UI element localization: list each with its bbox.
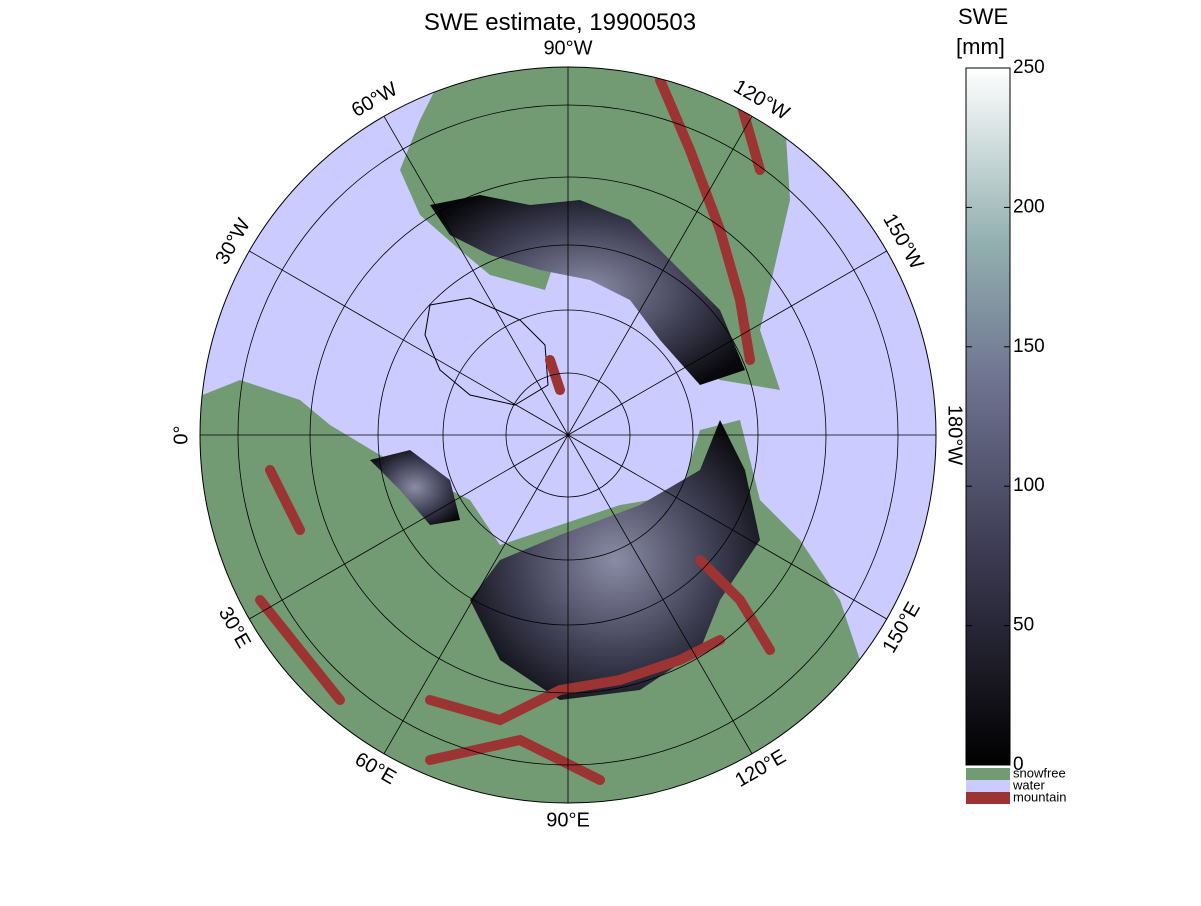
longitude-label: 90°W bbox=[543, 37, 592, 59]
meridians bbox=[200, 67, 936, 803]
colorbar-tick-label: 250 bbox=[1013, 57, 1045, 78]
legend-label: snowfree bbox=[1013, 765, 1066, 780]
map-frame bbox=[199, 66, 937, 804]
meridian bbox=[567, 116, 753, 436]
colorbar bbox=[965, 67, 1011, 766]
colorbar-tick-label: 0 bbox=[1013, 754, 1024, 775]
legend-label: mountain bbox=[1013, 789, 1066, 804]
longitude-label: 90°E bbox=[546, 809, 590, 831]
snow-scandinavia bbox=[370, 450, 460, 525]
longitude-label: 180°W bbox=[944, 405, 966, 465]
meridian bbox=[249, 250, 569, 436]
meridian bbox=[567, 434, 753, 754]
longitude-label: 0° bbox=[170, 425, 192, 444]
colorbar-tick-label: 150 bbox=[1013, 336, 1045, 357]
legend-swatch bbox=[966, 780, 1010, 792]
legend-label: water bbox=[1012, 777, 1045, 792]
meridian bbox=[383, 116, 569, 436]
meridian bbox=[567, 250, 887, 436]
legend-swatch bbox=[966, 768, 1010, 780]
colorbar-label: SWE bbox=[958, 4, 1008, 29]
snow-asia bbox=[470, 420, 760, 700]
snow-canada bbox=[430, 195, 745, 385]
map bbox=[200, 67, 936, 803]
meridian bbox=[567, 434, 887, 620]
colorbar-tick-label: 200 bbox=[1013, 196, 1045, 217]
title: SWE estimate, 19900503 bbox=[424, 9, 696, 36]
mountains bbox=[255, 75, 775, 785]
meridian bbox=[249, 434, 569, 620]
colorbar-ticks: 0 50 100 150 200 250 bbox=[966, 57, 1045, 775]
legend-swatch bbox=[966, 792, 1010, 804]
colorbar-label: [mm] bbox=[956, 34, 1005, 59]
colorbar-tick-label: 100 bbox=[1013, 475, 1045, 496]
meridian bbox=[383, 434, 569, 754]
colorbar-tick-label: 50 bbox=[1013, 615, 1034, 636]
